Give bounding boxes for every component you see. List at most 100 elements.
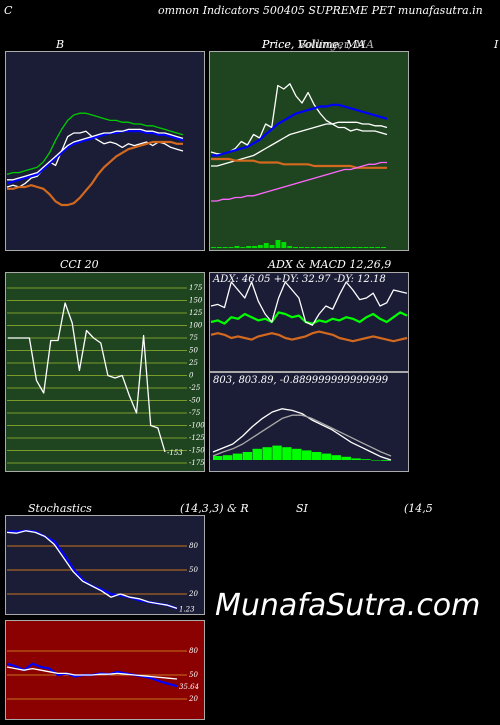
- rsi-tick-label: 20: [188, 695, 198, 703]
- volume-bar: [263, 243, 269, 248]
- header-far-right-mark: I: [494, 38, 499, 51]
- price-chart: [210, 83, 388, 248]
- stochastics-title: Stochastics: [28, 502, 92, 515]
- volume-bar: [369, 247, 375, 248]
- rsi-tick-label: 80: [189, 647, 198, 655]
- rsi-params: (14,5: [404, 502, 433, 515]
- adx-series-1: [210, 281, 408, 326]
- price_ma-series-0: [210, 83, 388, 155]
- stochastics-chart: 80 50 20 1.23: [6, 529, 198, 613]
- bollinger-title: B: [56, 38, 65, 51]
- macd-histogram-bar: [351, 458, 361, 460]
- cci-tick-label: 25: [188, 359, 198, 367]
- cci-tick-label: -50: [189, 397, 201, 405]
- cci-tick-label: -150: [189, 447, 205, 455]
- macd-chart: [212, 408, 392, 461]
- macd-histogram-bar: [213, 456, 223, 460]
- volume-bar: [310, 247, 316, 248]
- stochastics-tick-label: 80: [189, 542, 198, 550]
- volume-bar: [281, 242, 287, 248]
- cci-tick-label: 75: [189, 334, 198, 342]
- macd-histogram-bar: [321, 453, 332, 460]
- rsi-series-1: [6, 666, 178, 680]
- volume-bar: [257, 245, 263, 248]
- macd-histogram-bar: [222, 455, 233, 460]
- adx-chart: [210, 281, 408, 343]
- price-panel: [209, 51, 409, 251]
- volume-bar: [375, 247, 381, 248]
- volume-bar: [357, 247, 363, 248]
- macd-histogram-bar: [302, 450, 312, 460]
- cci-value-label: -153: [167, 449, 183, 457]
- rsi-chart: 80 50 20 35.64: [6, 647, 199, 703]
- volume-bar: [316, 247, 322, 248]
- macd-histogram-bar: [232, 453, 243, 460]
- adx-series-0: [210, 311, 408, 325]
- cci-series-0: [8, 302, 166, 453]
- stochastics-tick-label: 50: [189, 566, 198, 574]
- cci-tick-label: -125: [189, 434, 205, 442]
- cci-tick-label: 175: [189, 284, 203, 292]
- bollinger-panel: [5, 51, 205, 251]
- stochastics-series-1: [6, 530, 178, 610]
- macd-histogram-bar: [381, 460, 391, 461]
- volume-bar: [293, 247, 298, 248]
- bollinger-series-4: [7, 140, 183, 207]
- volume-bar: [299, 247, 304, 248]
- bollinger-series-1: [6, 130, 184, 185]
- macd-histogram-bar: [331, 455, 342, 460]
- adx-readout: ADX: 46.05 +DY: 32.97 -DY: 12.18: [213, 274, 386, 285]
- volume-bar: [211, 247, 216, 248]
- macd-histogram-bar: [341, 456, 351, 460]
- macd-histogram-bar: [361, 459, 371, 460]
- volume-bar: [275, 240, 281, 248]
- volume-bar: [252, 246, 257, 248]
- stochastics-params: (14,3,3) & R: [180, 502, 249, 515]
- cci-tick-label: 0: [189, 372, 194, 380]
- bollinger-series-2: [7, 128, 184, 181]
- volume-bar: [340, 247, 345, 248]
- macd-readout: 803, 803.89, -0.889999999999999: [213, 375, 389, 386]
- cci-title: CCI 20: [60, 258, 99, 271]
- volume-bar: [240, 247, 246, 248]
- rsi-tick-label: 50: [189, 671, 198, 679]
- bollinger-chart: [6, 112, 184, 207]
- volume-bar: [228, 247, 234, 248]
- stochastics-panel: [5, 515, 205, 615]
- header-left-mark: C: [4, 4, 13, 17]
- volume-bar: [381, 247, 386, 248]
- cci-chart: 175 150 125 100 75 50 25 0 -25 -50 -75 -100 -125 -150…: [7, 284, 205, 467]
- adx-title: ADX & MACD 12,26,9: [268, 258, 392, 271]
- price_ma-series-1: [211, 103, 388, 157]
- volume-bar: [351, 247, 357, 248]
- price-title: Price, Volume, MA: [262, 38, 366, 51]
- cci-tick-label: 150: [189, 297, 203, 305]
- page-title: ommon Indicators 500405 SUPREME PET muna…: [158, 4, 483, 17]
- volume-bar: [246, 246, 252, 248]
- macd-histogram-bar: [272, 445, 282, 460]
- cci-tick-label: 50: [189, 347, 198, 355]
- volume-bar: [287, 246, 293, 248]
- macd-histogram-bar: [282, 447, 292, 460]
- watermark: MunafaSutra.com: [215, 588, 481, 623]
- volume-bar: [234, 246, 240, 248]
- cci-tick-label: -100: [189, 422, 205, 430]
- cci-tick-label: 100: [189, 322, 203, 330]
- macd-series-1: [212, 414, 392, 457]
- stochastics-tick-label: 20: [188, 590, 198, 598]
- macd-histogram-bar: [242, 452, 253, 460]
- volume-bar: [334, 247, 340, 248]
- cci-tick-label: -75: [189, 409, 201, 417]
- volume-bar: [363, 247, 369, 248]
- volume-bar: [222, 247, 228, 248]
- macd-histogram-bar: [371, 460, 381, 461]
- macd-series-0: [212, 408, 392, 461]
- volume-bar: [322, 247, 328, 248]
- price_ma-series-2: [211, 121, 388, 167]
- price-subtitle: Price, Bollinger, MA: [262, 38, 374, 51]
- cci-tick-label: -25: [189, 384, 201, 392]
- macd-histogram-bar: [311, 452, 322, 460]
- volume-bar: [328, 247, 334, 248]
- rsi-title: SI: [296, 502, 308, 515]
- stochastics-value-label: 1.23: [179, 605, 195, 613]
